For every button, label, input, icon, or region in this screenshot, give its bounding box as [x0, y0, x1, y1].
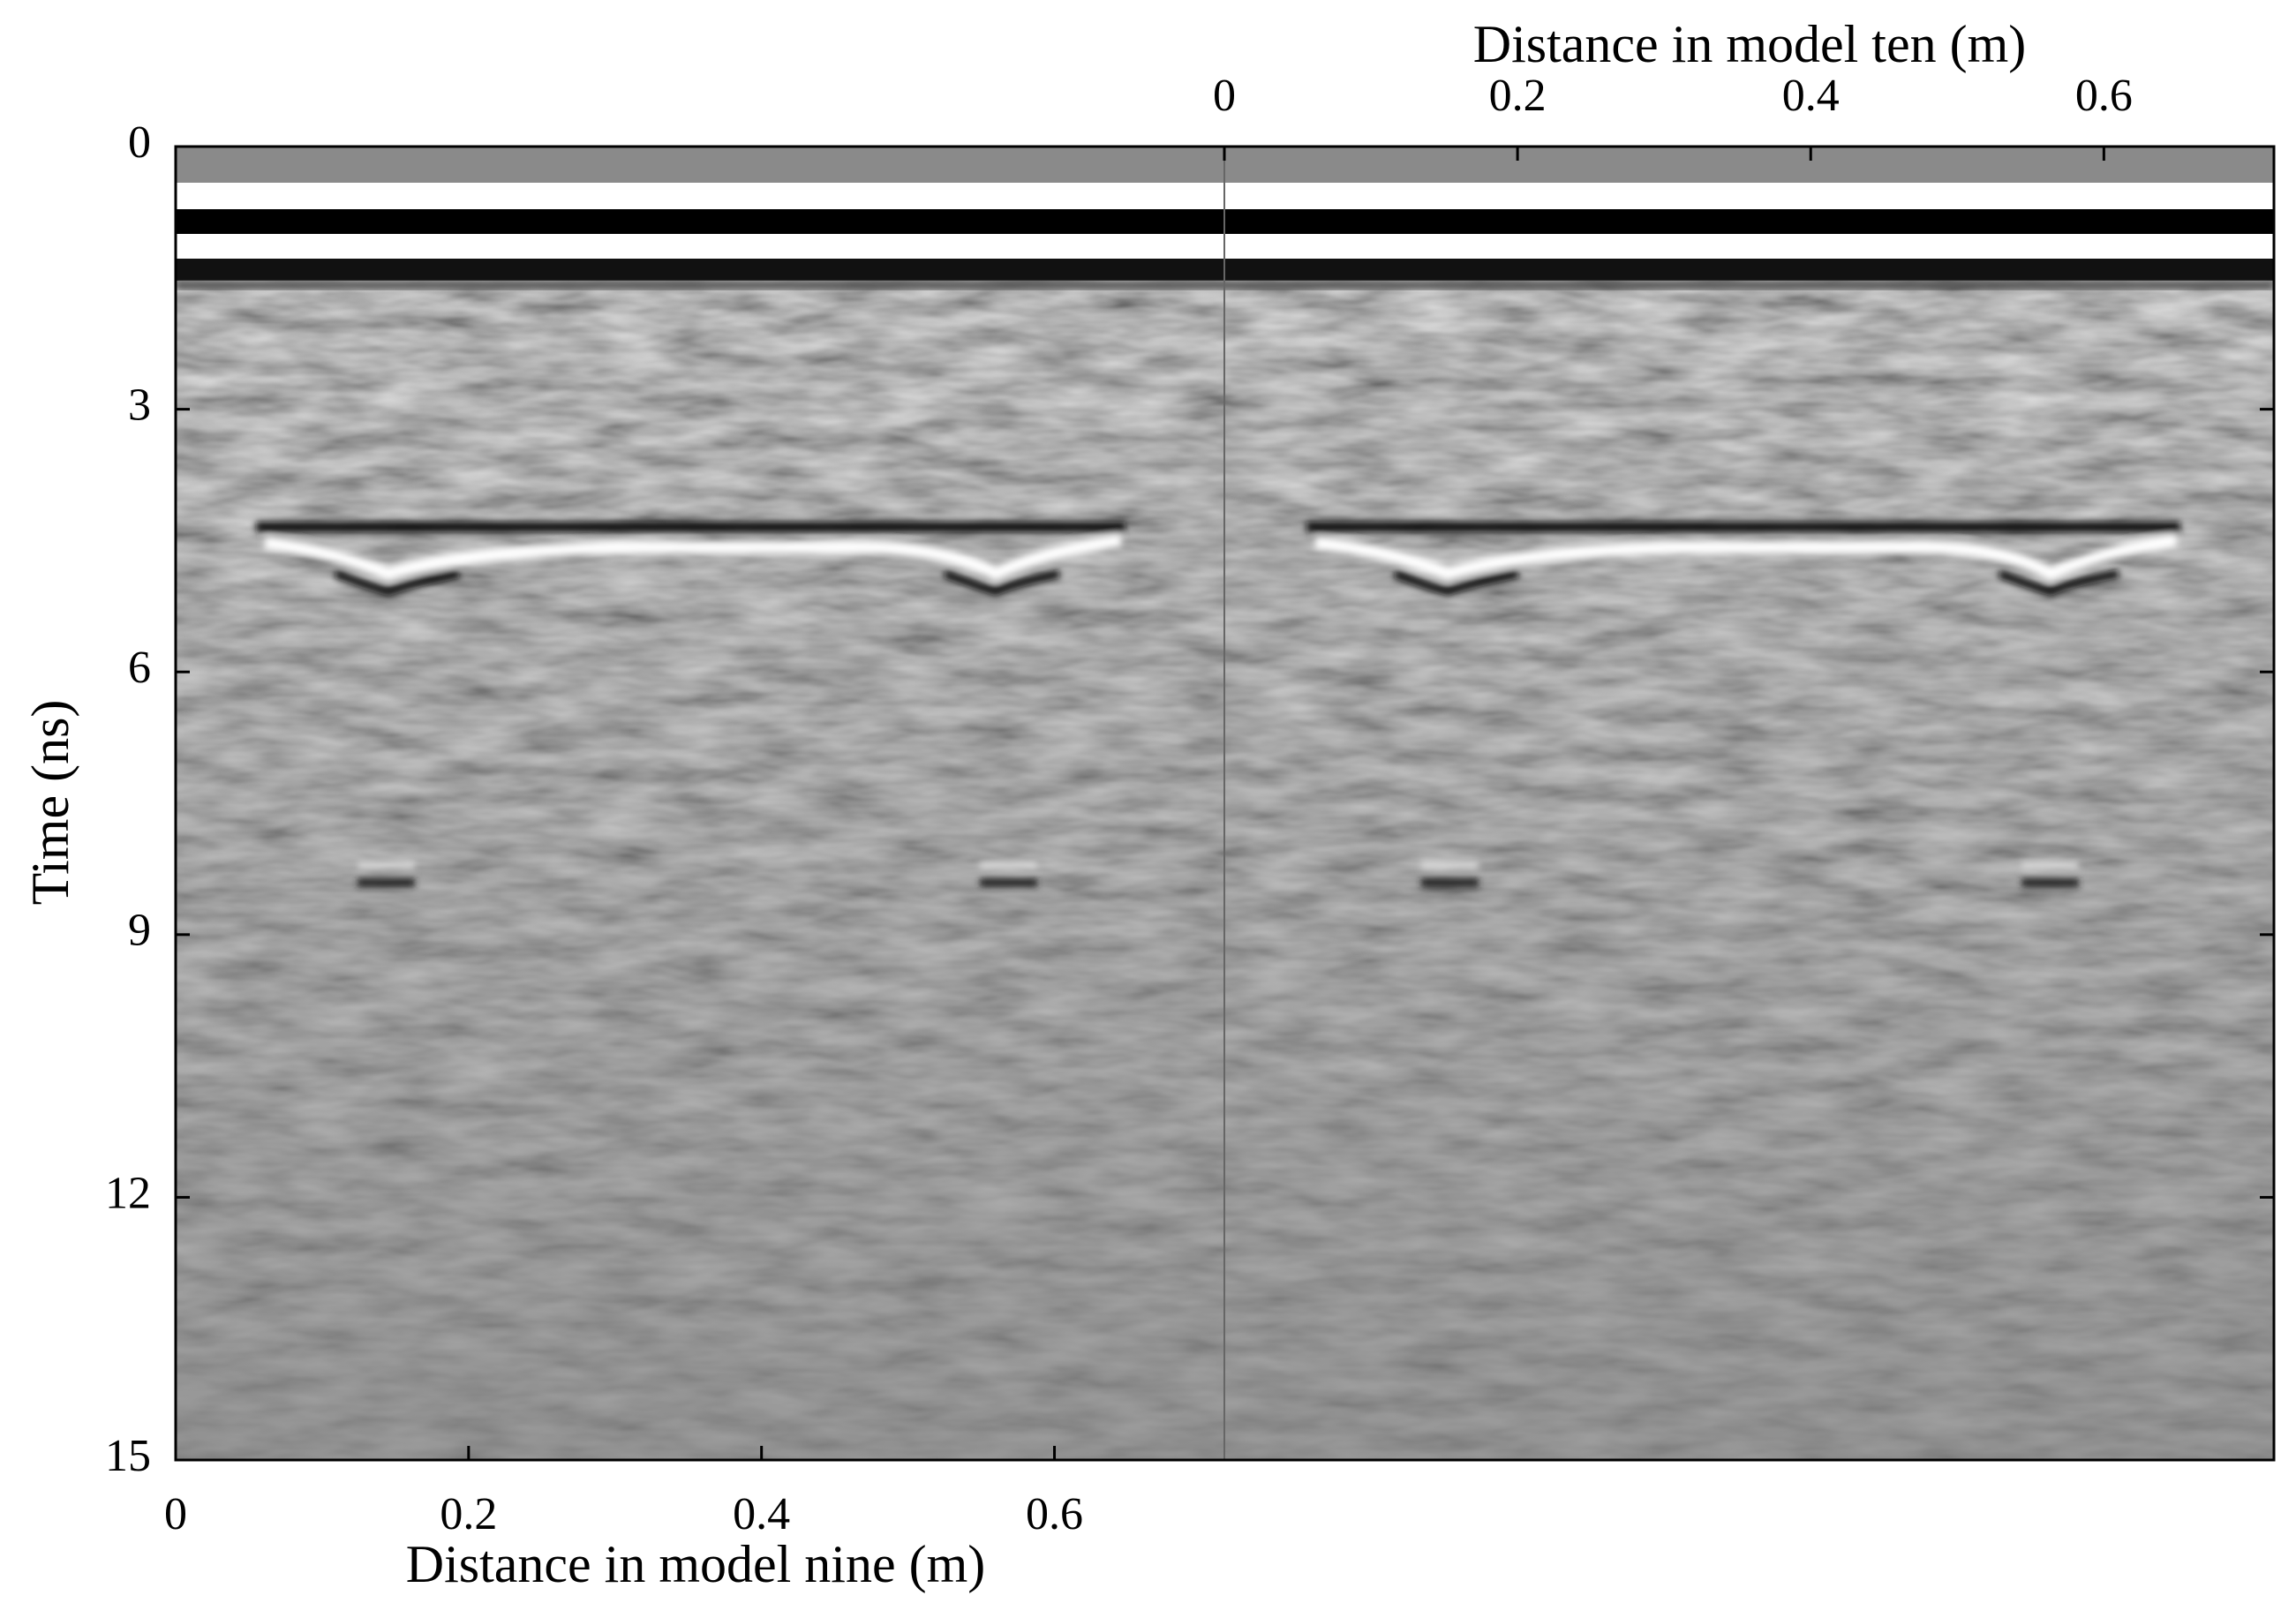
y-tick-label: 6 [128, 643, 151, 693]
reflections [256, 522, 2180, 887]
y-tick-label: 0 [128, 117, 151, 168]
y-tick-label: 12 [105, 1168, 151, 1218]
radargram-image [176, 147, 2274, 1460]
y-tick-label: 3 [128, 380, 151, 431]
x-tick-label: 0.2 [1489, 71, 1547, 121]
x-tick-label: 0.2 [440, 1489, 497, 1539]
x-tick-label: 0.4 [733, 1489, 790, 1539]
top-axis-label: Distance in model ten (m) [1473, 15, 2026, 73]
x-tick-label: 0.4 [1782, 71, 1840, 121]
x-tick-label: 0.6 [1026, 1489, 1083, 1539]
y-tick-label: 9 [128, 906, 151, 956]
y-tick-label: 15 [105, 1431, 151, 1481]
x-tick-label: 0.6 [2075, 71, 2133, 121]
bottom-axis-label: Distance in model nine (m) [406, 1535, 985, 1593]
x-tick-label: 0 [1213, 71, 1236, 121]
y-axis-label: Time (ns) [21, 700, 79, 906]
x-tick-label: 0 [164, 1489, 187, 1539]
